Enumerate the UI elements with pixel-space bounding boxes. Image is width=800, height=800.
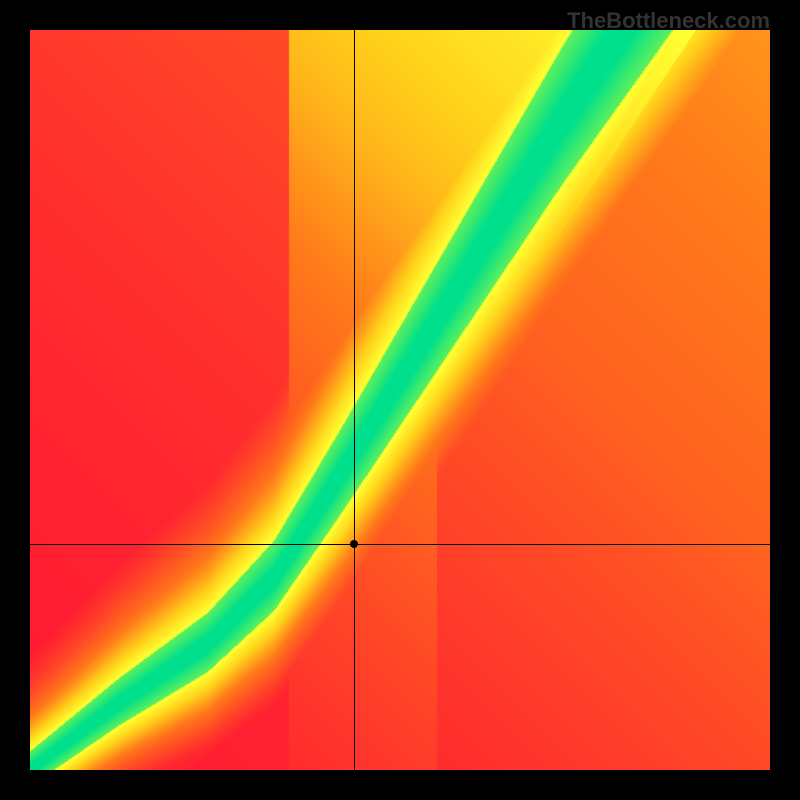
crosshair-horizontal — [30, 544, 770, 545]
heatmap-canvas — [30, 30, 770, 770]
marker-dot — [350, 540, 358, 548]
watermark-text: TheBottleneck.com — [567, 8, 770, 34]
plot-area — [30, 30, 770, 770]
crosshair-vertical — [354, 30, 355, 770]
